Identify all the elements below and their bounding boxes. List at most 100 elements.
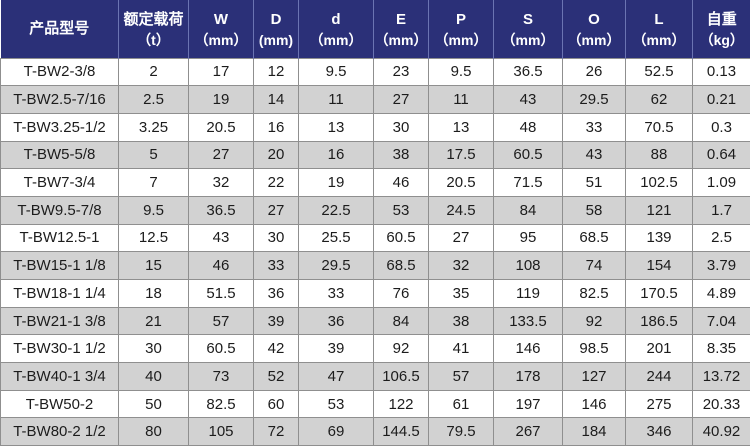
value-cell-d: 69 [298,417,374,446]
value-cell-W: 51.5 [188,279,254,308]
value-cell-weight: 3.79 [692,251,750,280]
value-cell-E: 84 [373,306,429,336]
value-cell-d: 16 [298,140,374,170]
value-cell-L: 186.5 [625,306,693,336]
value-cell-P: 13 [428,112,494,142]
value-cell-L: 244 [625,362,693,391]
value-cell-S: 119 [493,279,563,308]
value-cell-O: 68.5 [562,223,626,253]
value-cell-weight: 0.13 [692,57,750,87]
value-cell-D: 42 [253,334,299,364]
value-cell-W: 36.5 [188,195,254,225]
header-title: D [270,10,282,28]
table-row: T-BW9.5-7/8 9.5 36.5 27 22.5 53 24.5 84 58 121 1.7 [0,195,750,225]
value-cell-rated_load: 40 [118,362,189,391]
value-cell-L: 201 [625,334,693,364]
value-cell-P: 27 [428,223,494,253]
value-cell-weight: 8.35 [692,334,750,364]
header-unit: （mm） [374,31,428,48]
value-cell-D: 22 [253,168,299,197]
value-cell-S: 43 [493,85,563,114]
value-cell-D: 14 [253,85,299,114]
table-row: T-BW80-2 1/2 80 105 72 69 144.5 79.5 267 184 346 4… [0,417,750,446]
value-cell-S: 178 [493,362,563,391]
value-cell-E: 106.5 [373,362,429,391]
value-cell-rated_load: 18 [118,279,189,308]
value-cell-rated_load: 30 [118,334,189,364]
value-cell-S: 60.5 [493,140,563,170]
table-row: T-BW12.5-1 12.5 43 30 25.5 60.5 27 95 68.5 139 2.5 [0,223,750,253]
header-unit: （t） [137,31,170,48]
value-cell-P: 38 [428,306,494,336]
value-cell-O: 51 [562,168,626,197]
value-cell-W: 43 [188,223,254,253]
value-cell-E: 38 [373,140,429,170]
value-cell-W: 57 [188,306,254,336]
header-cell-O: O （mm） [562,0,626,58]
value-cell-weight: 1.7 [692,195,750,225]
value-cell-weight: 13.72 [692,362,750,391]
value-cell-S: 108 [493,251,563,280]
value-cell-D: 27 [253,195,299,225]
value-cell-d: 33 [298,279,374,308]
value-cell-rated_load: 21 [118,306,189,336]
value-cell-P: 11 [428,85,494,114]
value-cell-W: 60.5 [188,334,254,364]
value-cell-weight: 7.04 [692,306,750,336]
value-cell-d: 9.5 [298,57,374,87]
value-cell-d: 29.5 [298,251,374,280]
value-cell-D: 16 [253,112,299,142]
table-row: T-BW18-1 1/4 18 51.5 36 33 76 35 119 82.5 170.5 4.… [0,279,750,308]
value-cell-W: 17 [188,57,254,87]
table-row: T-BW50-2 50 82.5 60 53 122 61 197 146 275 20.33 [0,389,750,419]
value-cell-E: 68.5 [373,251,429,280]
header-row: 产品型号 额定载荷 （t） W （mm） D (mm) d （mm） E （mm） P （mm） S （mm… [0,0,750,58]
value-cell-S: 267 [493,417,563,446]
value-cell-O: 43 [562,140,626,170]
header-title: E [395,10,406,28]
model-cell: T-BW18-1 1/4 [0,279,119,308]
header-cell-D: D (mm) [253,0,299,58]
value-cell-D: 30 [253,223,299,253]
header-unit: (mm) [258,31,294,48]
model-cell: T-BW2.5-7/16 [0,85,119,114]
value-cell-weight: 2.5 [692,223,750,253]
table-row: T-BW2.5-7/16 2.5 19 14 11 27 11 43 29.5 62 0.21 [0,85,750,114]
value-cell-S: 95 [493,223,563,253]
header-title: P [455,10,466,28]
value-cell-L: 121 [625,195,693,225]
table-row: T-BW5-5/8 5 27 20 16 38 17.5 60.5 43 88 0.64 [0,140,750,170]
value-cell-W: 82.5 [188,389,254,419]
table-row: T-BW7-3/4 7 32 22 19 46 20.5 71.5 51 102.5 1.09 [0,168,750,197]
value-cell-rated_load: 9.5 [118,195,189,225]
header-title: 产品型号 [29,20,90,38]
value-cell-P: 20.5 [428,168,494,197]
value-cell-weight: 0.3 [692,112,750,142]
header-cell-d: d （mm） [298,0,374,58]
value-cell-P: 57 [428,362,494,391]
header-unit: （mm） [194,31,248,48]
value-cell-P: 35 [428,279,494,308]
model-cell: T-BW15-1 1/8 [0,251,119,280]
value-cell-P: 9.5 [428,57,494,87]
value-cell-W: 32 [188,168,254,197]
header-title: O [588,10,600,28]
value-cell-L: 275 [625,389,693,419]
value-cell-L: 139 [625,223,693,253]
header-unit: （mm） [632,31,686,48]
value-cell-W: 73 [188,362,254,391]
value-cell-L: 170.5 [625,279,693,308]
value-cell-rated_load: 7 [118,168,189,197]
value-cell-O: 82.5 [562,279,626,308]
value-cell-W: 27 [188,140,254,170]
value-cell-weight: 1.09 [692,168,750,197]
value-cell-E: 122 [373,389,429,419]
value-cell-L: 70.5 [625,112,693,142]
model-cell: T-BW30-1 1/2 [0,334,119,364]
value-cell-O: 58 [562,195,626,225]
header-cell-E: E （mm） [373,0,429,58]
value-cell-d: 11 [298,85,374,114]
value-cell-rated_load: 50 [118,389,189,419]
